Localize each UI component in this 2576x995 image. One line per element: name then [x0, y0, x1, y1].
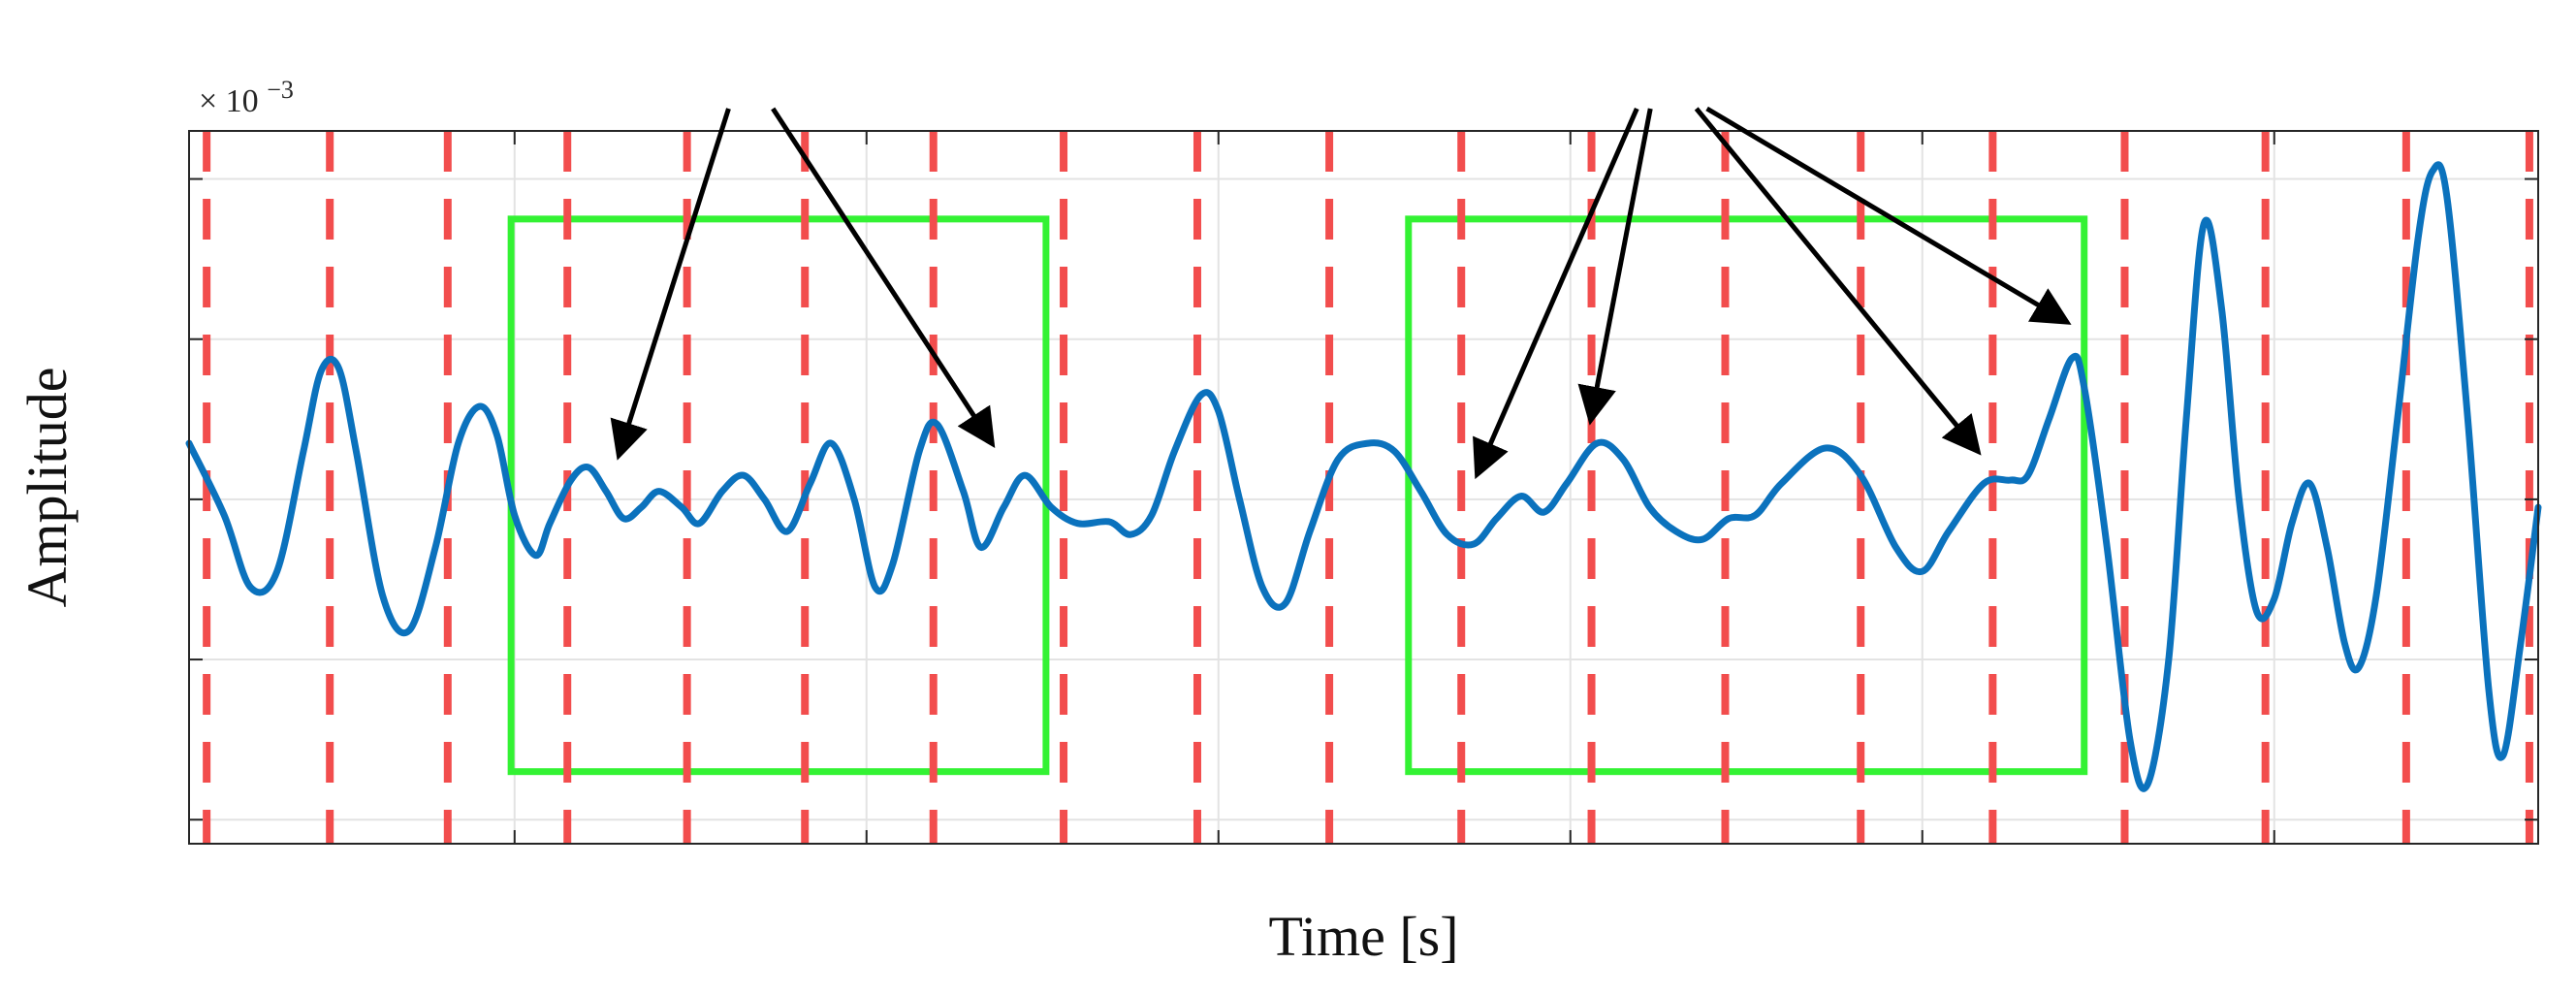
annotation-arrow: [771, 107, 996, 448]
highlight-box-layer: [507, 215, 2088, 776]
annotation-layer: [610, 106, 2072, 480]
highlight-box-2: [1405, 215, 2088, 776]
annotation-arrow: [1473, 107, 1639, 480]
y-axis-title: Amplitude: [16, 367, 79, 607]
annotation-arrow: [1705, 106, 2072, 325]
annotation-arrow: [1577, 108, 1653, 426]
grid-layer: [189, 131, 2538, 844]
y-scale-base: × 10: [199, 83, 259, 119]
annotation-arrow: [1694, 107, 1982, 456]
y-scale-multiplier: × 10 −3: [199, 76, 294, 119]
annotation-arrow: [610, 108, 731, 461]
x-axis-title: Time [s]: [1268, 905, 1458, 968]
series-line-signal: [185, 161, 2542, 792]
series-layer: [185, 161, 2542, 792]
y-scale-exponent: −3: [267, 76, 294, 104]
axis-layer: [188, 130, 2539, 845]
plot-frame: [188, 130, 2539, 845]
